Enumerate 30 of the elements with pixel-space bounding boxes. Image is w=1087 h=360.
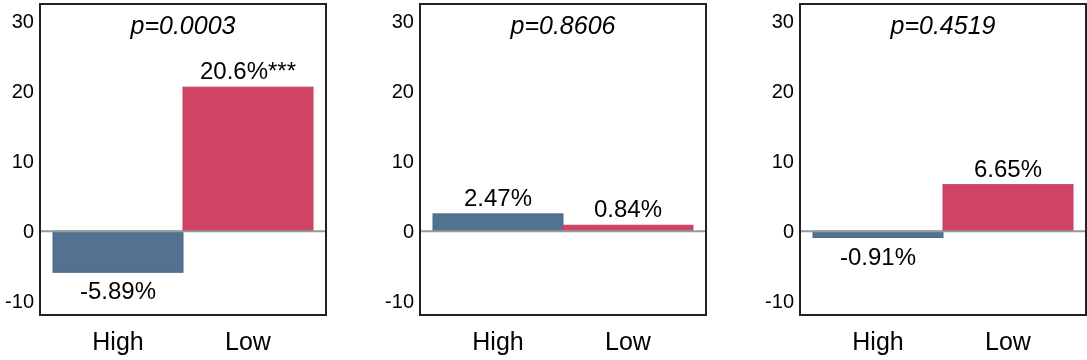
data-label: -0.91% — [839, 242, 917, 270]
chart-title: p=0.8606 — [509, 11, 616, 39]
data-label: -5.89% — [79, 277, 157, 305]
data-label: 6.65% — [973, 154, 1043, 182]
data-label: 0.84% — [593, 195, 663, 223]
y-tick-label: 20 — [771, 80, 794, 103]
x-tick-label: High — [92, 327, 144, 355]
x-tick-label: Low — [225, 327, 272, 355]
x-tick-label: High — [852, 327, 904, 355]
y-tick-label: 0 — [402, 220, 414, 243]
y-tick-label: 20 — [391, 80, 414, 103]
data-label: 20.6%*** — [199, 57, 297, 85]
y-tick-label: -10 — [765, 290, 794, 313]
y-tick-label: -10 — [385, 290, 414, 313]
y-tick-label: 20 — [11, 80, 34, 103]
x-tick-label: High — [472, 327, 524, 355]
y-tick-label: 10 — [391, 150, 414, 173]
y-tick-label: -10 — [5, 290, 34, 313]
x-tick-label: Low — [605, 327, 652, 355]
y-tick-label: 10 — [771, 150, 794, 173]
y-tick-label: 30 — [11, 10, 34, 33]
y-tick-label: 0 — [782, 220, 794, 243]
chart-title: p=0.0003 — [129, 11, 236, 39]
chart-title: p=0.4519 — [889, 11, 996, 39]
y-tick-label: 30 — [771, 10, 794, 33]
y-tick-label: 0 — [22, 220, 34, 243]
data-label: 2.47% — [463, 183, 533, 211]
y-tick-label: 10 — [11, 150, 34, 173]
x-tick-label: Low — [985, 327, 1032, 355]
y-tick-label: 30 — [391, 10, 414, 33]
